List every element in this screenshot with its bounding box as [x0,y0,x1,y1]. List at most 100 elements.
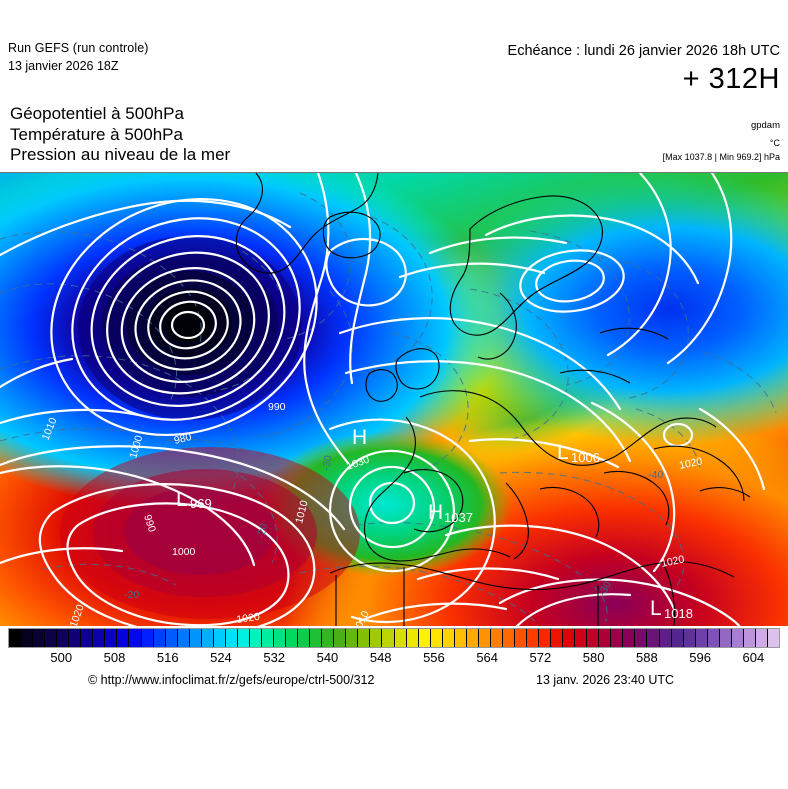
colorbar-swatch [659,629,672,647]
colorbar-swatch [117,629,130,647]
pressure-center-low-1018: L 1018 [650,597,693,621]
colorbar-tick: 548 [369,650,392,665]
colorbar-swatch [478,629,491,647]
colorbar-swatch [177,629,190,647]
colorbar-tick: 572 [529,650,552,665]
temperature-contours [0,192,777,626]
colorbar-swatch [707,629,720,647]
weather-map[interactable]: 1010 1000 990 980 990 1000 1010 1030 102… [0,172,788,626]
colorbar-swatch [57,629,70,647]
chart-title: Géopotentiel à 500hPa Température à 500h… [10,104,230,166]
colorbar-tick: 516 [156,650,179,665]
high-core-bands [60,447,360,619]
colorbar-swatch [454,629,467,647]
colorbar-swatch [261,629,275,647]
pressure-center-high-iceland: H [352,426,367,449]
temp-label: -20 [255,522,270,539]
colorbar-swatch [21,629,34,647]
colorbar-swatch [635,629,648,647]
colorbar-swatch [370,629,383,647]
map-labels: 1010 1000 990 980 990 1000 1010 1030 102… [40,401,704,626]
colorbar-swatch [719,629,732,647]
colorbar-swatch [81,629,94,647]
run-date: 13 janvier 2026 18Z [8,59,119,73]
colorbar-swatch [394,629,407,647]
colorbar-swatch [466,629,479,647]
colorbar-tick: 556 [423,650,445,665]
colorbar-tick: 508 [103,650,126,665]
colorbar-swatch [743,629,756,647]
low-value: 1018 [664,606,693,621]
pressure-center-low-969: L 969 [176,488,212,511]
colorbar-swatch [274,629,287,647]
colorbar-tick: 596 [689,650,711,665]
colorbar-swatch [45,629,58,647]
colorbar-swatch [575,629,588,647]
colorbar-swatch [141,629,154,647]
colorbar-swatch [611,629,624,647]
colorbar-swatch [382,629,395,647]
colorbar-swatch [755,629,768,647]
colorbar-swatch [346,629,359,647]
run-label: Run GEFS (run controle) [8,41,149,55]
temp-label: -40 [648,469,663,481]
colorbar-swatch [310,629,323,647]
colorbar-swatch [671,629,684,647]
chart-header: Run GEFS (run controle) 13 janvier 2026 … [0,0,788,172]
map-canvas: 1010 1000 990 980 990 1000 1010 1030 102… [0,173,788,626]
colorbar-tick: 500 [50,650,73,665]
colorbar-swatch [213,629,226,647]
colorbar-swatch [93,629,106,647]
colorbar-swatch [767,629,779,647]
colorbar-swatch [502,629,515,647]
colorbar-swatch [647,629,660,647]
generated-time: 13 janv. 2026 23:40 UTC [536,673,675,687]
colorbar-swatch [587,629,600,647]
colorbar-swatch [105,629,118,647]
colorbar-tick: 564 [476,650,499,665]
colorbar-tick: 580 [582,650,605,665]
colorbar-swatch [563,629,576,647]
low-marker: L [557,441,569,464]
colorbar-tick: 540 [316,650,339,665]
isobar-label: 990 [268,401,286,413]
colorbar [8,628,780,648]
colorbar-swatch [623,629,636,647]
colorbar-swatch [153,629,166,647]
isobar-label: 1010 [293,499,310,525]
colorbar-swatch [286,629,299,647]
colorbar-swatch [33,629,46,647]
colorbar-swatch [69,629,82,647]
pressure-center-high-1037: H 1037 [428,501,473,525]
low-marker: L [176,488,188,511]
colorbar-swatch [165,629,178,647]
temp-label: -30 [320,454,334,471]
colorbar-tick: 524 [210,650,232,665]
pressure-center-low-1006: L 1006 [557,441,600,465]
source-link[interactable]: © http://www.infoclimat.fr/z/gefs/europe… [88,673,375,687]
title-line-geopotential: Géopotentiel à 500hPa [10,104,184,123]
low-marker: L [650,597,662,620]
colorbar-swatch [418,629,431,647]
colorbar-swatch [490,629,503,647]
title-line-pressure: Pression au niveau de la mer [10,145,231,164]
colorbar-swatch [514,629,528,647]
coastlines [235,173,751,626]
colorbar-tick: 532 [263,650,286,665]
high-marker: H [428,501,443,524]
colorbar-swatch [129,629,142,647]
colorbar-swatch [683,629,696,647]
colorbar-swatch [249,629,262,647]
colorbar-swatch [237,629,250,647]
temp-label: -20 [124,589,139,601]
colorbar-tick-labels: 500 508 516 524 532 540 548 556 564 572 580 588 596 6… [8,650,780,668]
isobar-label: 1020 [678,455,703,472]
colorbar-swatch [599,629,612,647]
colorbar-swatch [430,629,443,647]
map-field-layer: 1010 1000 990 980 990 1000 1010 1030 102… [0,173,788,626]
colorbar-swatch [551,629,564,647]
colorbar-swatch [442,629,455,647]
unit-geopotential: gpdam [750,120,780,131]
unit-pressure: [Max 1037.8 | Min 969.2] hPa [662,152,780,162]
isobar-label: 1000 [172,546,196,558]
